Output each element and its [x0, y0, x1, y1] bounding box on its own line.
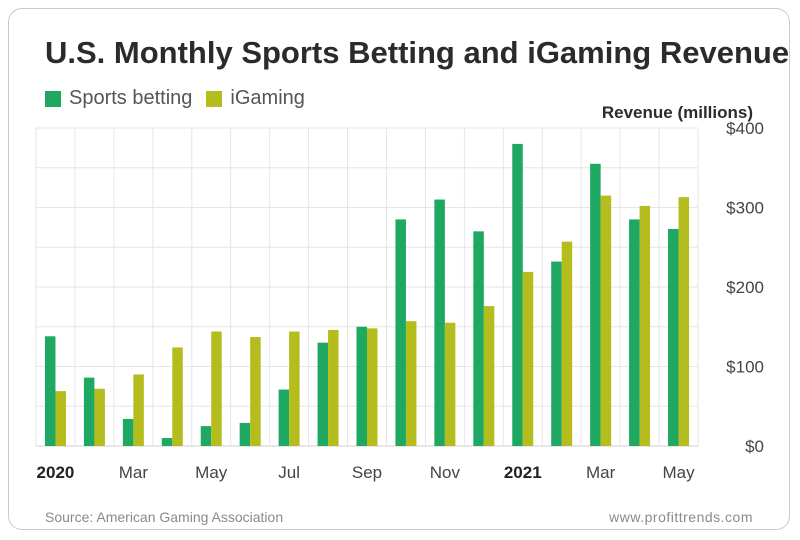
bar-igaming	[367, 328, 378, 446]
x-tick-label: Sep	[352, 463, 382, 482]
bar-sports-betting	[278, 389, 290, 446]
y-tick-label: $0	[745, 437, 764, 456]
x-tick-label: May	[195, 463, 228, 482]
bar-igaming	[55, 391, 66, 446]
y-tick-label: $200	[726, 278, 764, 297]
bar-sports-betting	[395, 219, 406, 446]
bar-igaming	[639, 205, 651, 446]
bar-sports-betting	[629, 219, 640, 446]
legend-label-igaming: iGaming	[230, 87, 305, 109]
bar-sports-betting	[590, 163, 601, 446]
source-note: Source: American Gaming Association	[45, 509, 284, 525]
bar-sports-betting	[434, 199, 445, 446]
bar-sports-betting	[551, 261, 562, 446]
bar-sports-betting	[161, 438, 173, 446]
chart-title: U.S. Monthly Sports Betting and iGaming …	[45, 35, 790, 70]
legend-item-sports-betting: Sports betting	[45, 87, 192, 110]
x-tick-label: 2020	[37, 463, 75, 482]
bar-igaming	[600, 195, 612, 446]
x-tick-label: Jul	[278, 463, 300, 482]
bar-sports-betting	[122, 418, 134, 446]
bar-sports-betting	[668, 228, 679, 446]
bar-igaming	[133, 374, 144, 446]
bar-igaming	[678, 197, 690, 446]
bar-sports-betting	[44, 336, 56, 446]
bar-sports-betting	[473, 231, 484, 446]
bar-igaming	[328, 329, 339, 446]
bar-igaming	[444, 322, 456, 446]
bar-sports-betting	[317, 342, 329, 446]
bar-igaming	[561, 241, 573, 446]
bar-igaming	[405, 321, 417, 446]
bar-sports-betting	[83, 377, 95, 446]
x-tick-label: Mar	[586, 463, 616, 482]
bar-igaming	[522, 271, 534, 446]
y-axis-title: Revenue (millions)	[601, 103, 753, 122]
bar-igaming	[211, 331, 222, 446]
bar-sports-betting	[239, 422, 251, 446]
legend-swatch-sports-betting	[45, 90, 61, 107]
legend-item-igaming: iGaming	[206, 87, 305, 110]
bar-sports-betting	[356, 326, 367, 446]
y-tick-label: $300	[726, 199, 764, 218]
legend: Sports betting iGaming	[45, 87, 319, 110]
x-tick-label: Mar	[119, 463, 149, 482]
bar-igaming	[250, 337, 261, 446]
bar-sports-betting	[512, 143, 523, 446]
legend-swatch-igaming	[206, 90, 223, 107]
bar-sports-betting	[200, 426, 212, 446]
website-credit: www.profittrends.com	[609, 509, 753, 525]
x-tick-label: Nov	[430, 463, 461, 482]
bar-igaming	[289, 331, 300, 446]
y-tick-label: $400	[726, 119, 764, 138]
bar-igaming	[172, 347, 183, 446]
x-tick-label: May	[662, 463, 695, 482]
x-tick-label: 2021	[504, 463, 542, 482]
bar-igaming	[483, 306, 495, 446]
legend-label-sports-betting: Sports betting	[69, 87, 193, 109]
bar-igaming	[94, 388, 105, 446]
y-tick-label: $100	[726, 358, 764, 377]
